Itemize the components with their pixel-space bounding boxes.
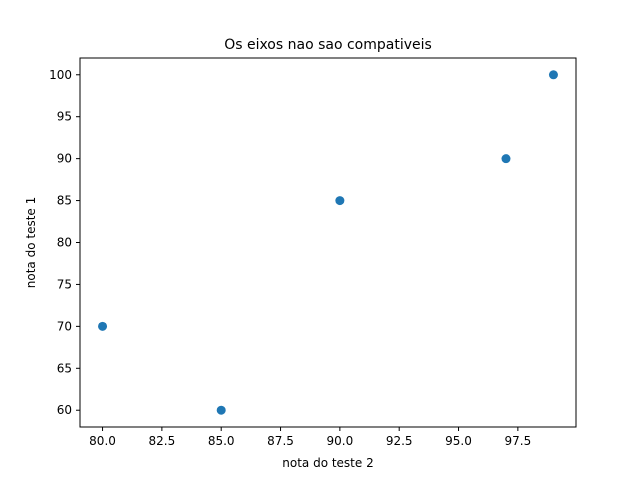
x-tick-label: 85.0 — [208, 434, 235, 448]
y-tick-label: 85 — [57, 194, 72, 208]
y-tick-label: 100 — [49, 68, 72, 82]
data-point — [98, 321, 108, 331]
ticks-layer: 80.0 82.5 85.0 87.5 90.0 92.5 95.0 97.5 60 65 70 75… — [49, 68, 531, 448]
data-point — [216, 405, 226, 415]
plot-frame — [79, 57, 577, 428]
chart-title: Os eixos nao sao compativeis — [224, 37, 432, 53]
y-tick-label: 75 — [57, 277, 72, 291]
x-tick-label: 90.0 — [327, 434, 354, 448]
x-tick-label: 82.5 — [149, 434, 176, 448]
y-axis-label: nota do teste 1 — [24, 197, 38, 288]
x-tick-label: 92.5 — [386, 434, 413, 448]
data-point — [501, 154, 511, 164]
y-tick-label: 80 — [57, 236, 72, 250]
data-point — [335, 196, 345, 206]
y-tick-label: 95 — [57, 110, 72, 124]
y-tick-label: 90 — [57, 152, 72, 166]
x-tick-label: 95.0 — [445, 434, 472, 448]
x-tick-label: 87.5 — [267, 434, 294, 448]
x-tick-label: 97.5 — [504, 434, 531, 448]
points-layer — [98, 70, 558, 415]
y-tick-label: 65 — [57, 361, 72, 375]
data-point — [548, 70, 558, 80]
x-axis-label: nota do teste 2 — [282, 456, 373, 470]
y-tick-label: 70 — [57, 319, 72, 333]
y-tick-label: 60 — [57, 403, 72, 417]
x-tick-label: 80.0 — [89, 434, 116, 448]
